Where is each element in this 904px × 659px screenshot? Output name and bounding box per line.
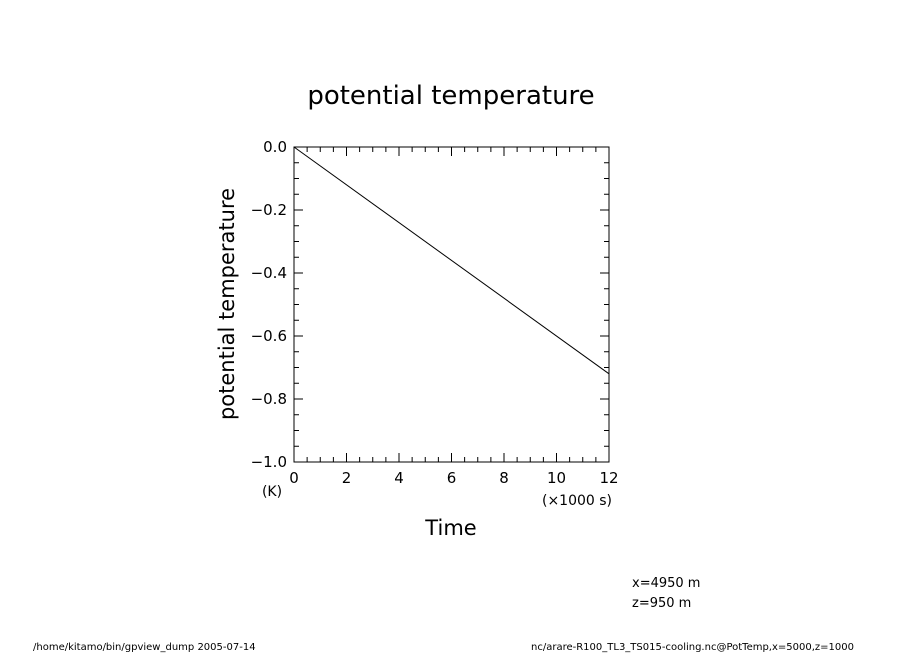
footer-left: /home/kitamo/bin/gpview_dump 2005-07-14 xyxy=(33,642,256,653)
x-tick-label: 12 xyxy=(599,469,618,487)
y-unit-label: (K) xyxy=(262,484,282,500)
x-tick-label: 2 xyxy=(342,469,352,487)
info-x-position: x=4950 m xyxy=(632,576,700,591)
y-tick-label: −0.4 xyxy=(251,264,287,282)
y-axis-title: potential temperature xyxy=(215,188,239,420)
x-unit-label: (×1000 s) xyxy=(542,493,612,509)
plot-area xyxy=(293,146,610,463)
y-tick-label: 0.0 xyxy=(263,138,287,156)
y-tick-label: −0.2 xyxy=(251,201,287,219)
x-tick-label: 10 xyxy=(547,469,566,487)
series-group xyxy=(293,146,610,375)
y-tick-label: −1.0 xyxy=(251,453,287,471)
x-tick-label: 4 xyxy=(394,469,404,487)
x-tick-label: 6 xyxy=(447,469,457,487)
x-tick-label: 8 xyxy=(499,469,509,487)
x-tick-label: 0 xyxy=(289,469,299,487)
info-z-position: z=950 m xyxy=(632,596,691,611)
series-line xyxy=(293,146,610,375)
footer-right: nc/arare-R100_TL3_TS015-cooling.nc@PotTe… xyxy=(531,642,854,653)
x-axis-title: Time xyxy=(424,516,476,540)
x-axis: 0 2 4 6 8 10 12 xyxy=(289,147,619,487)
chart-title: potential temperature xyxy=(307,81,594,111)
y-tick-label: −0.6 xyxy=(251,327,287,345)
plot-frame xyxy=(293,146,610,463)
y-tick-label: −0.8 xyxy=(251,390,287,408)
y-axis: 0.0 −0.2 −0.4 −0.6 −0.8 −1.0 xyxy=(251,138,609,471)
